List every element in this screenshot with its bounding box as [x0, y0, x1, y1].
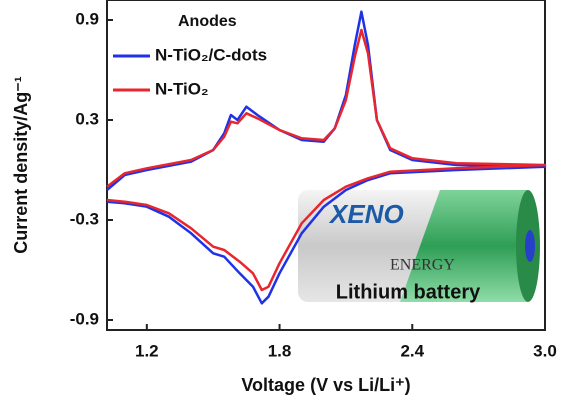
x-tick-label: 1.8 [268, 341, 292, 360]
legend-title: Anodes [178, 13, 237, 30]
annotation: Lithium battery [336, 281, 481, 303]
x-tick-label: 1.2 [135, 341, 159, 360]
y-tick-label: -0.9 [70, 309, 99, 328]
series-line [106, 28, 547, 292]
annotation: XENO [328, 199, 404, 229]
y-tick-label: 0.9 [75, 9, 99, 28]
x-axis-label: Voltage (V vs Li/Li⁺) [241, 375, 410, 395]
y-axis-label: Current density/Ag⁻¹ [11, 76, 31, 254]
x-tick-label: 3.0 [533, 341, 557, 360]
battery-image [298, 190, 540, 302]
x-tick-label: 2.4 [400, 341, 424, 360]
y-tick-label: 0.3 [75, 109, 99, 128]
annotation: ENERGY [390, 257, 455, 274]
y-tick-label: -0.3 [70, 209, 99, 228]
legend-label: N-TiO₂ [155, 79, 209, 98]
series-line [106, 10, 547, 305]
legend-label: N-TiO₂/C-dots [155, 45, 267, 64]
